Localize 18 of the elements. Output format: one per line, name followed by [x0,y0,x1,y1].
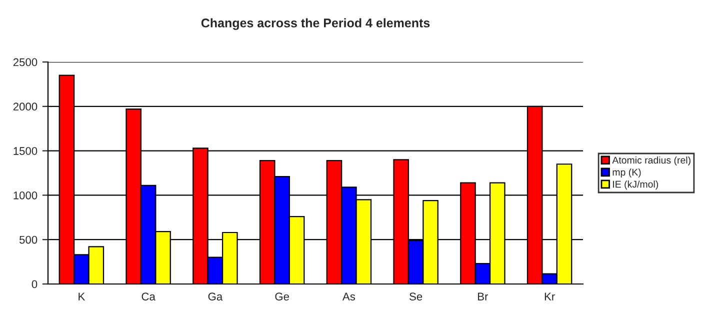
y-tick-label: 2500 [13,58,38,66]
chart-title: Changes across the Period 4 elements [201,18,430,30]
legend-label: IE (kJ/mol) [613,180,658,190]
legend-label: Atomic radius (rel) [612,156,690,166]
x-tick-label: As [342,292,356,300]
y-tick-label: 2000 [13,102,38,111]
x-tick-label: K [78,292,86,300]
y-tick-label: 1000 [14,191,38,200]
x-tick-label: Ga [208,292,223,300]
x-tick-label: Ge [275,292,289,300]
legend-label: mp (K) [612,168,641,178]
x-tick-label: Se [410,292,422,300]
x-tick-label: Br [478,292,488,300]
y-tick-label: 500 [19,236,38,244]
x-tick-label: Kr [544,292,555,300]
y-tick-label: 1500 [14,147,38,155]
y-tick-label: 0 [32,280,38,288]
x-tick-label: Ca [142,292,156,300]
